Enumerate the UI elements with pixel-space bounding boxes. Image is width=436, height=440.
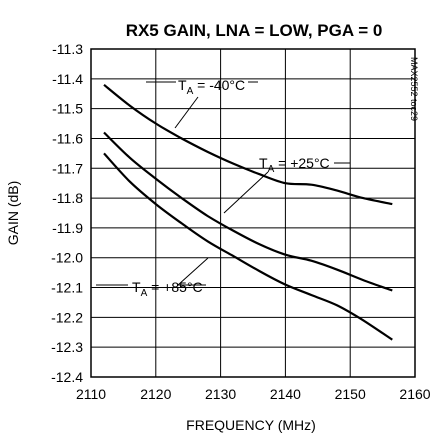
annotation-leader-line	[174, 96, 199, 129]
y-tick-label: -11.5	[52, 101, 83, 117]
x-tick-label: 2160	[399, 386, 430, 402]
y-tick-labels: -11.3 -11.4 -11.5 -11.6 -11.7 -11.8 -11.9 -12.0…	[51, 41, 83, 385]
annotation-leader-line	[223, 171, 269, 214]
x-tick-label: 2110	[76, 386, 106, 402]
x-tick-label: 2130	[205, 386, 236, 402]
y-tick-label: -12.0	[51, 250, 83, 266]
x-tick-label: 2150	[335, 386, 366, 402]
figure-code-label: MAX2552 toc29	[409, 57, 419, 121]
x-tick-label: 2140	[270, 386, 301, 402]
y-tick-label: -11.3	[52, 41, 83, 57]
grid	[91, 49, 415, 377]
x-tick-label: 2120	[140, 386, 171, 402]
y-tick-label: -11.9	[52, 220, 83, 236]
y-tick-label: -11.4	[52, 71, 83, 87]
annotation-plus85: TA = +85°C	[132, 257, 209, 299]
annotation-minus40: TA = -40°C	[174, 77, 245, 129]
series-line-plus85	[103, 152, 393, 341]
annotation-leader-line	[177, 257, 209, 286]
annotation-plus25: TA = +25°C	[223, 155, 330, 214]
y-tick-label: -11.8	[52, 190, 83, 206]
y-tick-label: -12.2	[51, 309, 83, 325]
x-axis-label: FREQUENCY (MHz)	[186, 417, 316, 433]
series-lines	[103, 83, 393, 341]
y-tick-label: -12.1	[51, 280, 83, 296]
series-line-plus25	[103, 131, 393, 292]
series-line-minus40	[103, 83, 393, 206]
y-tick-label: -12.4	[51, 369, 83, 385]
annotation-label-plus25: TA = +25°C	[259, 155, 330, 175]
x-tick-labels: 2110 2120 2130 2140 2150 2160	[76, 386, 431, 402]
plot-frame	[90, 48, 416, 378]
annotation-label-plus85: TA = +85°C	[132, 279, 203, 299]
y-tick-label: -12.3	[51, 339, 83, 355]
y-tick-label: -11.7	[52, 160, 83, 176]
chart-title: RX5 GAIN, LNA = LOW, PGA = 0	[126, 21, 383, 40]
y-tick-label: -11.6	[52, 130, 83, 146]
y-axis-label: GAIN (dB)	[5, 181, 21, 246]
annotation-label-minus40: TA = -40°C	[178, 77, 245, 97]
